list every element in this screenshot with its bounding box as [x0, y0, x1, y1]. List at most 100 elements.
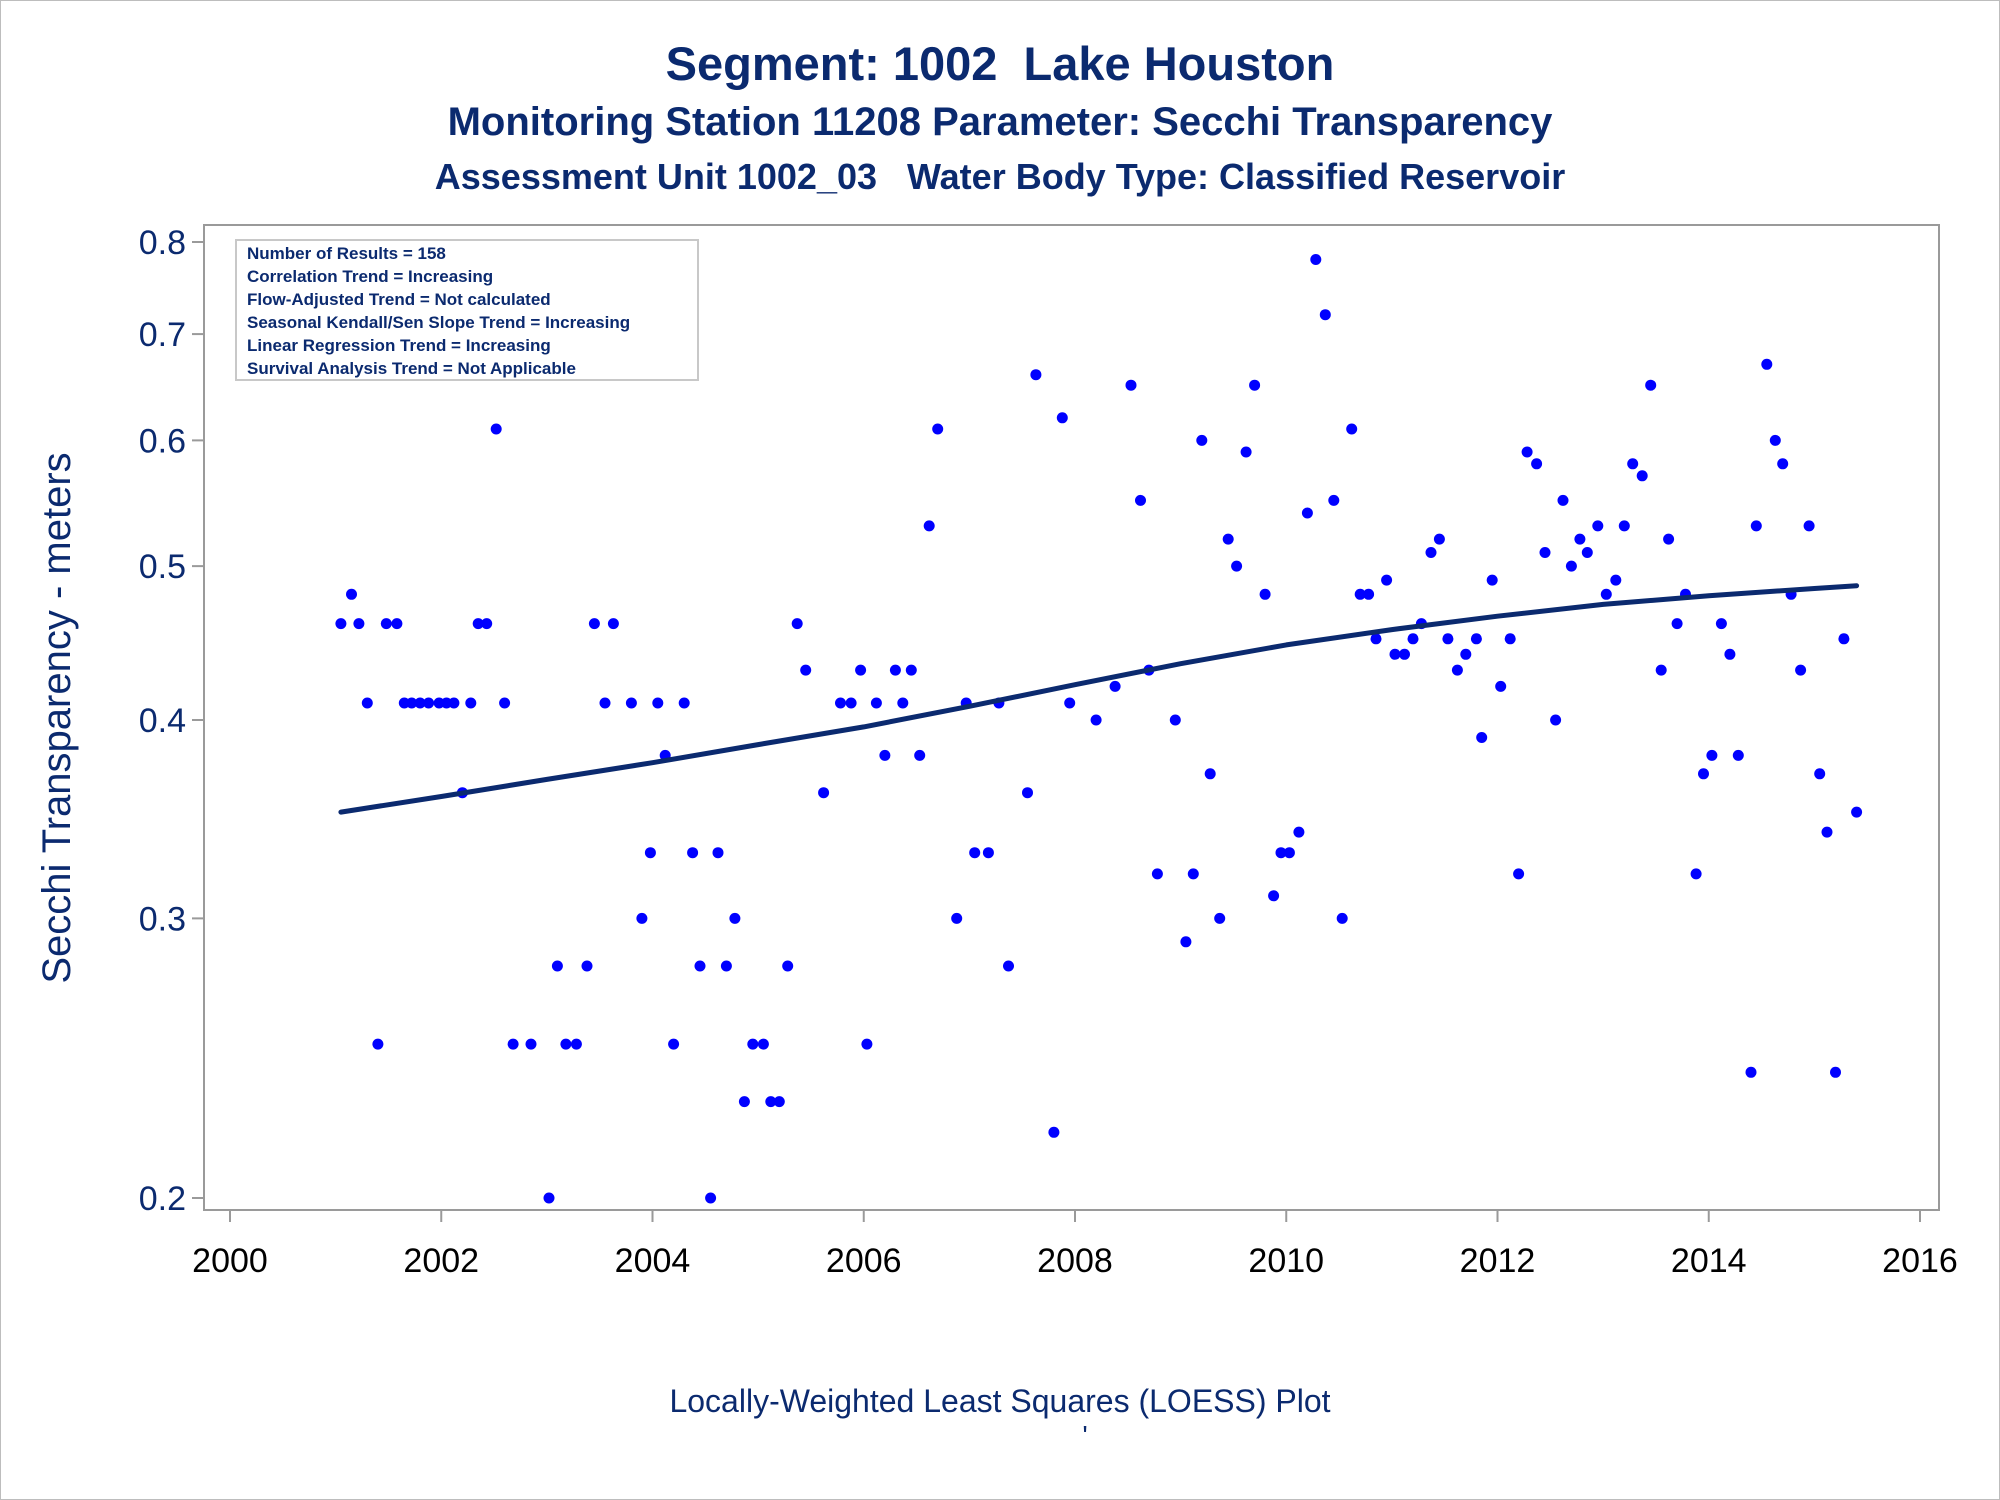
data-point [1814, 768, 1826, 780]
data-point [1724, 648, 1736, 660]
y-tick-label: 0.3 [139, 900, 186, 938]
data-point [448, 697, 460, 709]
chart-subtitle-assessment: Assessment Unit 1002_03 Water Body Type:… [434, 156, 1566, 197]
loess-line [338, 583, 1860, 815]
data-point [1293, 826, 1305, 838]
data-point [1745, 1066, 1757, 1078]
data-point [1064, 697, 1076, 709]
data-point [1407, 633, 1419, 645]
data-point [1761, 358, 1773, 370]
data-point [1169, 714, 1181, 726]
stats-box: Number of Results = 158 Correlation Trend… [235, 239, 699, 381]
data-point [1336, 912, 1348, 924]
y-tick-label: 0.8 [139, 224, 186, 262]
stats-box-border [235, 239, 699, 381]
data-point [982, 847, 994, 859]
data-point [1109, 680, 1121, 692]
data-point [773, 1096, 785, 1108]
x-tick-label: 2002 [403, 1242, 479, 1280]
data-point [1003, 960, 1014, 972]
data-point [791, 618, 803, 630]
data-point [1706, 749, 1718, 761]
x-tick-label: 2006 [826, 1242, 902, 1280]
loess-curve [338, 583, 1860, 815]
data-point [1557, 494, 1569, 506]
data-point [897, 697, 909, 709]
data-point [1550, 714, 1562, 726]
x-tick-label: 2014 [1671, 1242, 1747, 1280]
data-point [1389, 648, 1401, 660]
data-point [1851, 806, 1863, 818]
data-point [765, 1096, 777, 1108]
data-point [391, 618, 403, 630]
data-point [472, 618, 484, 630]
data-point [1310, 254, 1322, 265]
data-point [1750, 520, 1762, 532]
data-point [861, 1038, 873, 1050]
data-point [1346, 423, 1358, 435]
data-point [694, 960, 706, 972]
data-point [1636, 470, 1648, 482]
data-point [599, 697, 611, 709]
data-point [1328, 494, 1340, 506]
data-point [581, 960, 593, 972]
data-point [335, 618, 347, 630]
data-point [560, 1038, 572, 1050]
data-point [1433, 533, 1445, 545]
data-point [1022, 787, 1033, 799]
data-point [1838, 633, 1850, 645]
data-point [1470, 633, 1482, 645]
data-point [1715, 618, 1727, 630]
data-point [353, 618, 365, 630]
data-point [1125, 379, 1137, 391]
data-point [1319, 309, 1331, 321]
data-point [490, 423, 502, 435]
data-point [687, 847, 699, 859]
scatter-points [335, 254, 1863, 1204]
data-point [372, 1038, 384, 1050]
data-point [1204, 768, 1216, 780]
data-point [380, 618, 392, 630]
data-point [1663, 533, 1675, 545]
data-point [889, 664, 901, 676]
data-point [1539, 547, 1551, 558]
data-point [1275, 847, 1287, 859]
data-point [747, 1038, 759, 1050]
data-point [1214, 912, 1226, 924]
stats-line: Flow-Adjusted Trend = Not calculated [247, 290, 551, 309]
data-point [1056, 412, 1068, 424]
data-point [738, 1096, 750, 1108]
data-point [644, 847, 656, 859]
data-point [525, 1038, 537, 1050]
footnote-mark: ' [1082, 1420, 1087, 1451]
data-point [1504, 633, 1516, 645]
data-point [914, 749, 926, 761]
data-point [1460, 648, 1472, 660]
data-point [1803, 520, 1815, 532]
x-tick-label: 2012 [1460, 1242, 1536, 1280]
x-axis: 2000 2002 2004 2006 2008 2010 2012 2014 2016 [192, 1210, 1958, 1280]
plot-area-border [203, 224, 1940, 1211]
data-point [1495, 680, 1507, 692]
data-point [1513, 868, 1525, 880]
data-point [1249, 379, 1261, 391]
data-point [1732, 749, 1744, 761]
data-point [1521, 446, 1533, 458]
data-point [1048, 1126, 1060, 1138]
data-point [1769, 434, 1781, 446]
data-point [932, 423, 944, 435]
data-point [1476, 732, 1488, 743]
data-point [1821, 826, 1833, 838]
data-point [1425, 547, 1437, 558]
data-point [1259, 588, 1271, 600]
stats-line: Seasonal Kendall/Sen Slope Trend = Incre… [247, 313, 630, 332]
data-point [652, 697, 664, 709]
data-point [543, 1192, 555, 1204]
data-point [625, 697, 637, 709]
data-point [414, 697, 426, 709]
data-point [1645, 379, 1657, 391]
data-point [1151, 868, 1163, 880]
data-point [720, 960, 732, 972]
x-tick-label: 2000 [192, 1242, 268, 1280]
